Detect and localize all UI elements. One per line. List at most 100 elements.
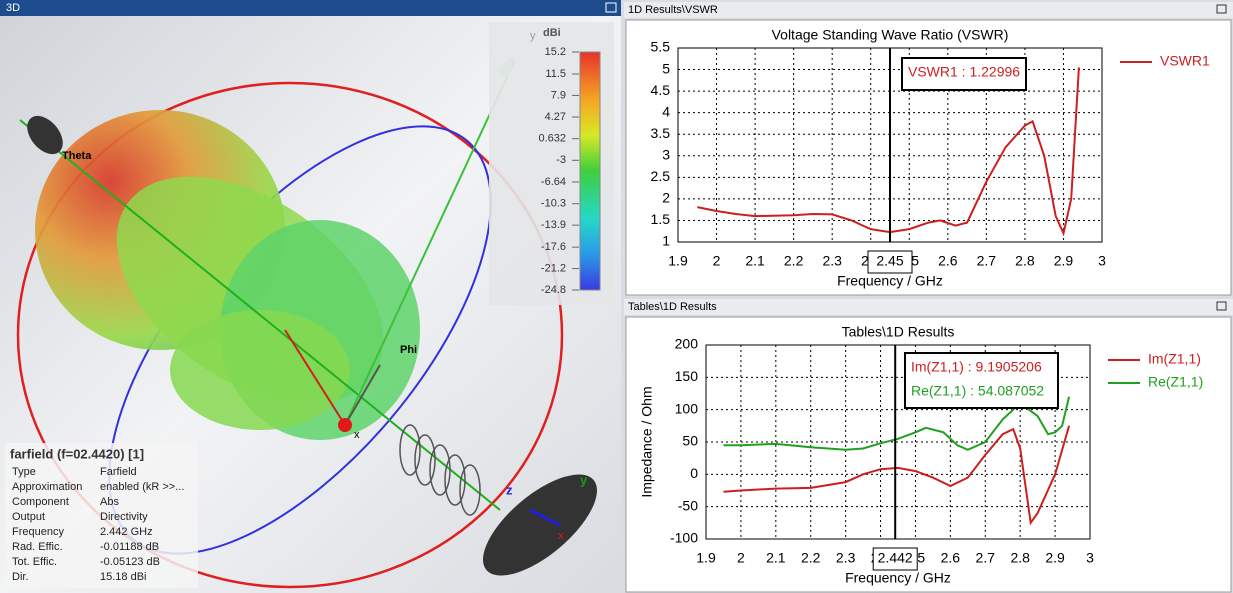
colorbar-ticks: 15.2 11.5 7.9 4.27 0.632 -3 -6.64 -10.3 -13.9 -17…	[538, 46, 579, 296]
y-tick-label: 50	[682, 433, 698, 449]
x-tick-label: 2.1	[766, 550, 786, 566]
y-axis-label: Impedance / Ohm	[639, 386, 655, 497]
y-tick-label: 4.5	[651, 82, 671, 98]
chart-title: Voltage Standing Wave Ratio (VSWR)	[772, 27, 1009, 43]
info-value: Directivity	[100, 511, 148, 523]
x-tick-label: 2.2	[801, 550, 821, 566]
annotation: VSWR1 : 1.22996	[908, 64, 1020, 80]
colorbar-tick-label: -21.2	[541, 262, 566, 274]
y-tick-label: 100	[675, 400, 699, 416]
info-value: 2.442 GHz	[100, 526, 153, 538]
info-value: enabled (kR >>...	[100, 481, 184, 493]
y-tick-label: -100	[670, 530, 698, 546]
x-axis-label: Frequency / GHz	[845, 570, 951, 586]
y-tick-label: 1.5	[651, 211, 671, 227]
window-title: Tables\1D Results	[628, 301, 717, 313]
info-panel	[5, 443, 198, 588]
maximize-button[interactable]	[1216, 301, 1227, 311]
vswr-header	[624, 2, 1233, 18]
x-tick-label: 2	[737, 550, 745, 566]
x-tick-label: 2.9	[1045, 550, 1065, 566]
colorbar-tick-label: 15.2	[545, 46, 566, 58]
info-key: Type	[12, 466, 36, 478]
colorbar-tick-label: 7.9	[551, 89, 566, 101]
info-value: -0.01188 dB	[100, 541, 159, 553]
info-rows: Type Farfield Approximation enabled (kR >>.…	[12, 466, 184, 583]
colorbar-tick-label: 4.27	[545, 111, 566, 123]
y-tick-label: 3.5	[651, 125, 671, 141]
info-title: farfield (f=02.4420) [1]	[10, 446, 144, 461]
annotation-box	[901, 57, 1027, 91]
annotation-box	[904, 352, 1059, 409]
x-tick-label: 2.9	[1054, 253, 1074, 269]
y-tick-label: 4	[662, 103, 670, 119]
axis-label: Theta	[62, 150, 92, 162]
series-line	[723, 396, 1071, 451]
info-key: Output	[12, 511, 45, 523]
marker-label-box	[872, 547, 918, 571]
info-key: Dir.	[12, 571, 29, 583]
axis-label: Phi	[400, 344, 417, 356]
impedance-header	[624, 299, 1233, 315]
x-tick-label: 2.6	[938, 253, 958, 269]
axis-label: y	[580, 472, 588, 487]
y-tick-label: 0	[690, 465, 698, 481]
x-tick-label: 2.3	[822, 253, 842, 269]
y-tick-label: 200	[675, 336, 699, 352]
annotation: Re(Z1,1) : 54.087052	[911, 383, 1044, 399]
x-tick-label: 2.7	[977, 253, 997, 269]
x-tick-label: 3	[1098, 253, 1106, 269]
series-line	[723, 425, 1071, 526]
info-key: Component	[12, 496, 69, 508]
x-tick-label: 3	[1086, 550, 1094, 566]
colorbar-tick-label: -13.9	[541, 219, 566, 231]
legend-label: Re(Z1,1)	[1148, 374, 1203, 390]
info-key: Frequency	[12, 526, 64, 538]
x-tick-label: 2	[713, 253, 721, 269]
colorbar-tick-label: -6.64	[541, 176, 566, 188]
y-tick-label: 1	[662, 233, 670, 249]
info-value: -0.05123 dB	[100, 556, 160, 568]
info-value: 15.18 dBi	[100, 571, 146, 583]
y-tick-label: 5	[662, 60, 670, 76]
colorbar-tick-label: -17.6	[541, 241, 566, 253]
x-tick-label: 2.7	[976, 550, 996, 566]
x-tick-label: 2.3	[836, 550, 856, 566]
marker-label-box	[867, 250, 913, 274]
window-title: 3D	[6, 2, 20, 14]
info-value: Abs	[100, 496, 119, 508]
legend-label: VSWR1	[1160, 53, 1210, 69]
colorbar-tick-label: -3	[556, 154, 566, 166]
y-tick-label: -50	[678, 497, 698, 513]
axis-label: z	[506, 482, 513, 497]
x-tick-label: 2.2	[784, 253, 804, 269]
chart-title: Tables\1D Results	[842, 324, 955, 340]
series-line	[697, 67, 1080, 237]
window-title: 1D Results\VSWR	[628, 4, 718, 16]
legend-label: Im(Z1,1)	[1148, 351, 1201, 367]
axis-label: y	[530, 30, 536, 42]
info-key: Tot. Effic.	[12, 556, 57, 568]
x-tick-label: 2.8	[1010, 550, 1030, 566]
x-tick-label: 2.8	[1015, 253, 1035, 269]
colorbar-tick-label: 0.632	[538, 133, 566, 145]
info-value: Farfield	[100, 466, 137, 478]
x-tick-label: 2.1	[745, 253, 765, 269]
info-key: Rad. Effic.	[12, 541, 63, 553]
marker-label: 2.45	[876, 253, 903, 269]
colorbar-tick-label: 11.5	[545, 68, 566, 80]
colorbar-tick-label: -24.8	[541, 284, 566, 296]
maximize-button[interactable]	[605, 2, 617, 13]
x-tick-label: 1.9	[668, 253, 688, 269]
x-tick-label: 2.6	[941, 550, 961, 566]
y-tick-label: 3	[662, 146, 670, 162]
marker-label: 2.442	[878, 550, 913, 566]
axis-label: x	[354, 429, 360, 441]
x-axis-label: Frequency / GHz	[837, 273, 943, 289]
colorbar-tick-label: -10.3	[541, 198, 566, 210]
y-tick-label: 2	[662, 190, 670, 206]
maximize-button[interactable]	[1216, 4, 1227, 14]
farfield-scene	[16, 55, 597, 589]
colorbar	[579, 51, 601, 291]
